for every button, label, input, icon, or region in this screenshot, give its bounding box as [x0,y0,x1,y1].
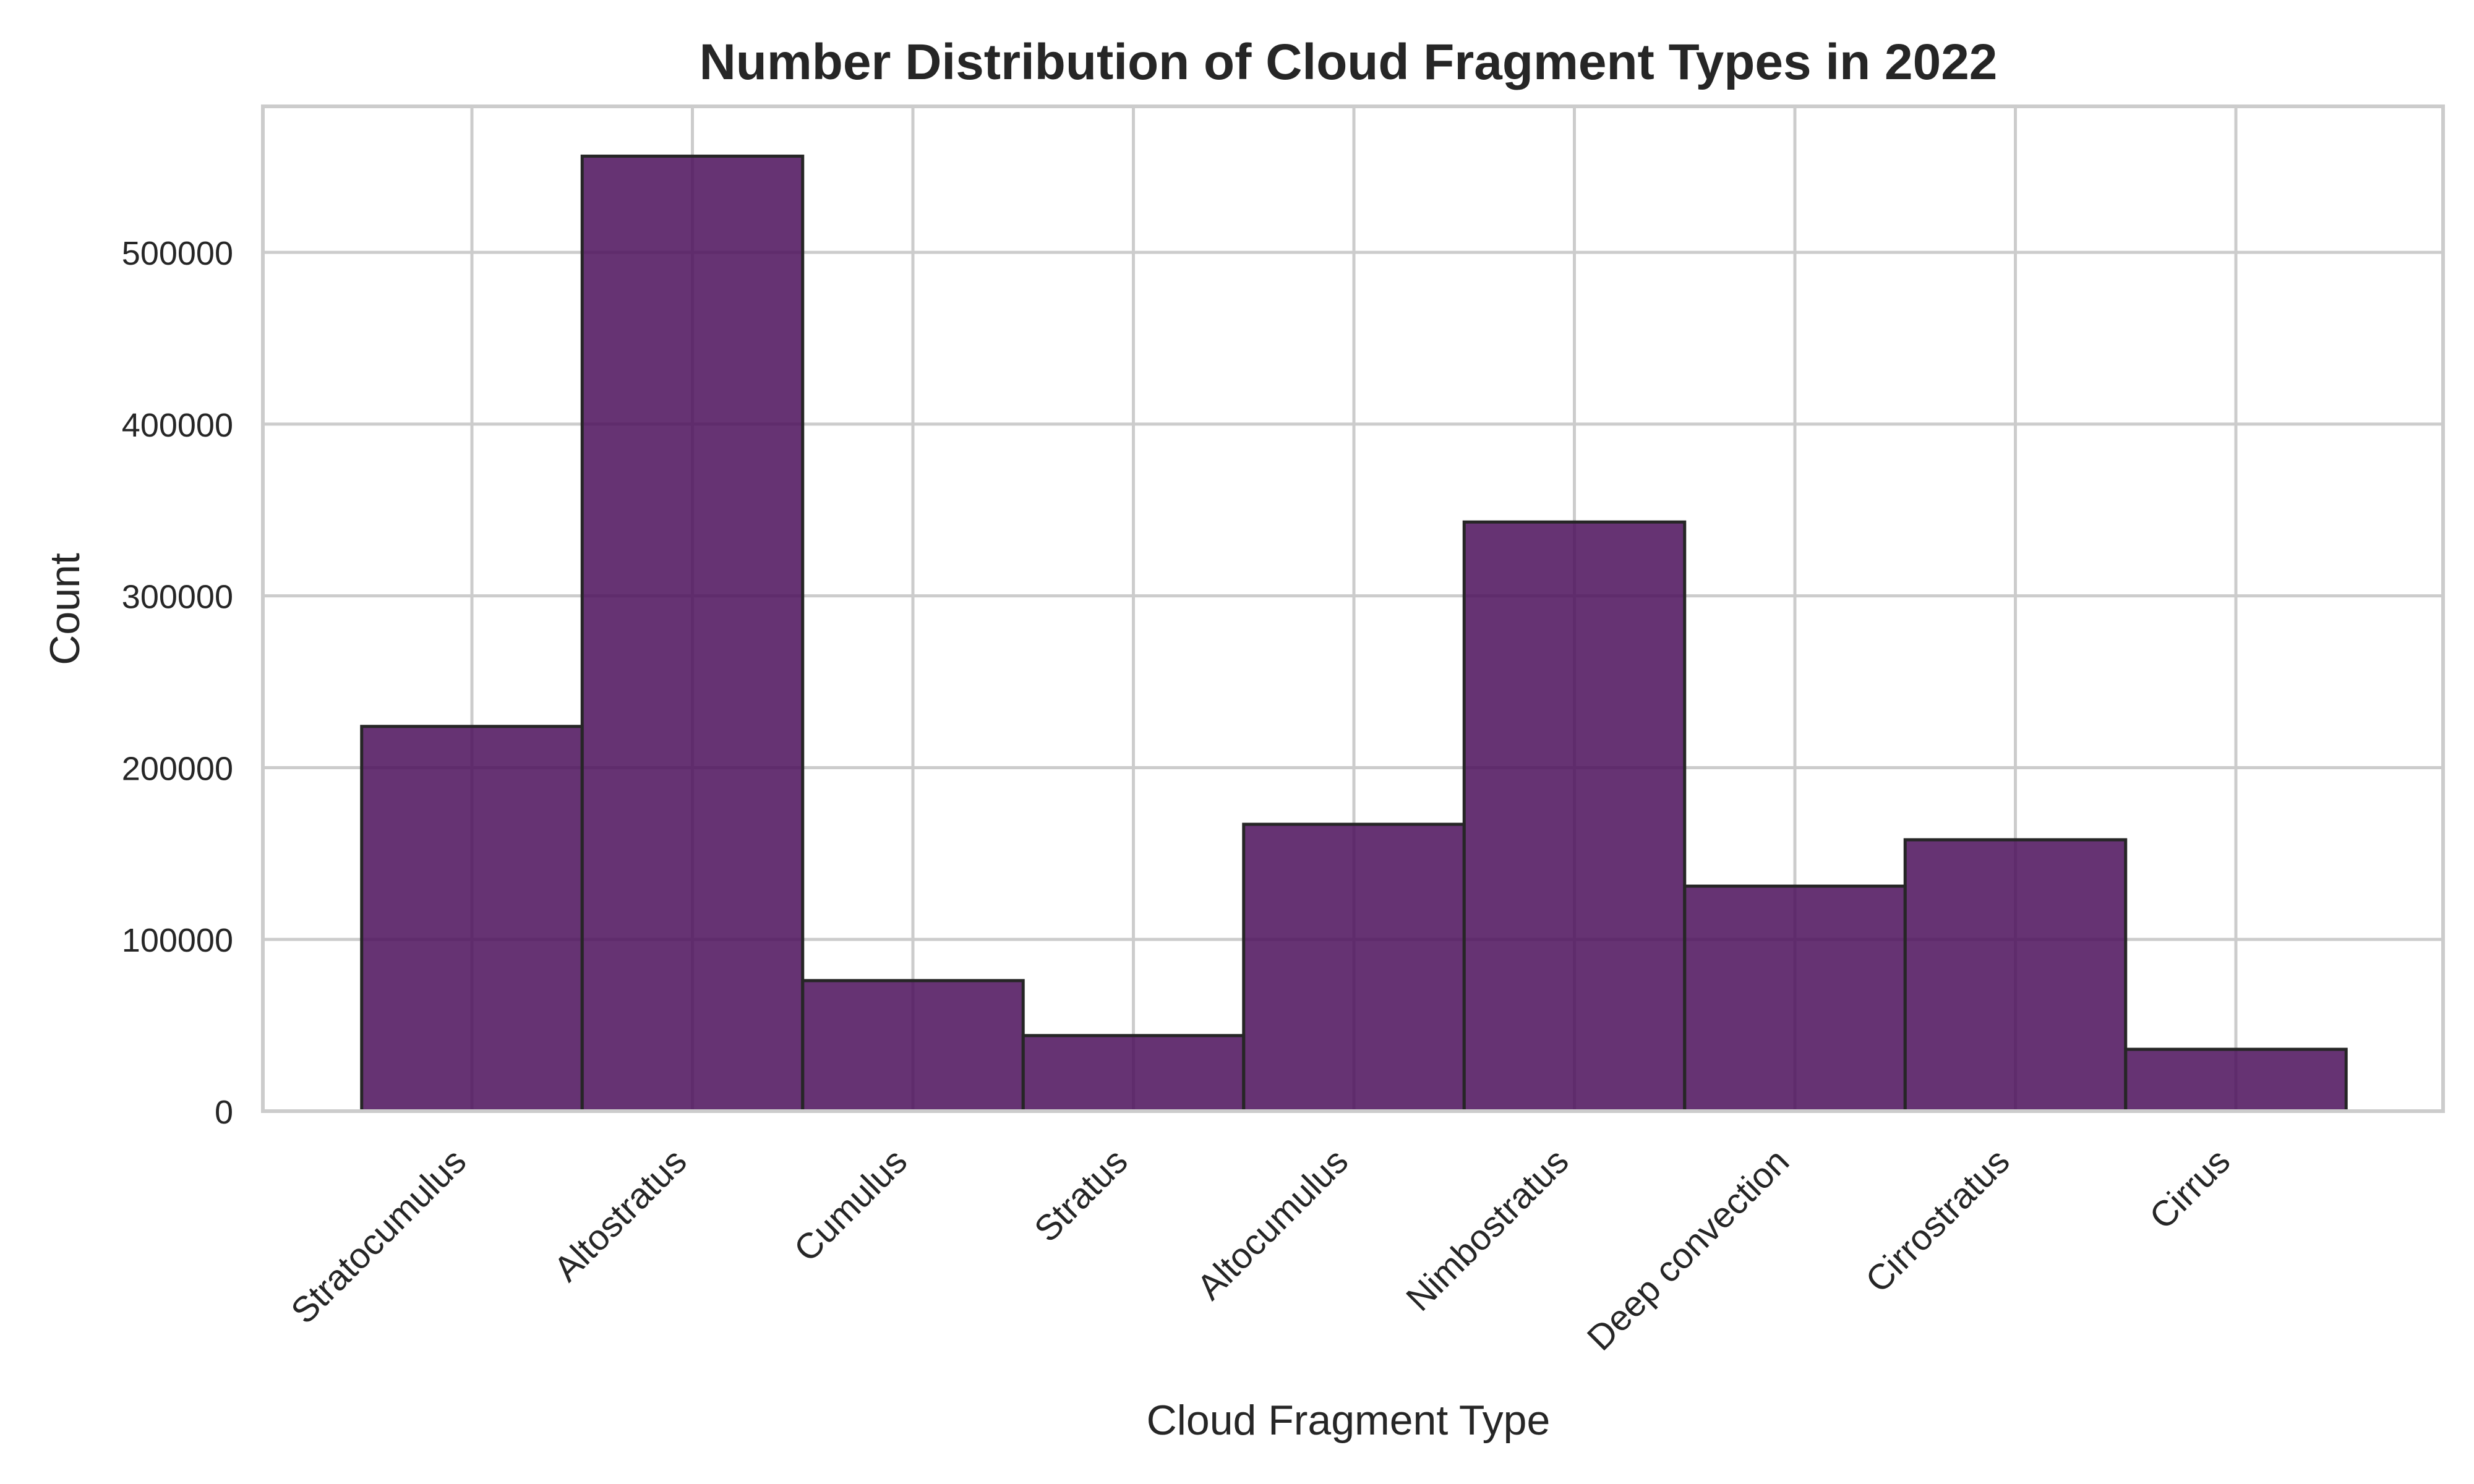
x-tick-label: Altostratus [546,1141,695,1289]
x-tick-label: Cirrostratus [1858,1141,2018,1300]
bar-altocumulus [1242,822,1466,1113]
y-tick-label: 100000 [122,922,233,959]
y-tick-labels: 0 100000 200000 300000 400000 500000 [122,235,233,1131]
x-tick-labels: Stratocumulus Altostratus Cumulus Stratus Al… [283,1141,2238,1358]
bar-cirrus [2124,1047,2348,1113]
axes-frame [261,104,2445,1113]
x-tick-label: Deep convection [1580,1141,1797,1358]
bar-deep-convection [1683,884,1907,1113]
y-axis-label: Count [41,553,88,665]
x-tick-label: Stratocumulus [283,1141,474,1331]
bar-stratocumulus [360,725,584,1113]
y-tick-label: 300000 [122,579,233,616]
y-tick-label: 0 [215,1094,233,1131]
x-tick-label: Stratus [1027,1141,1136,1250]
y-tick-label: 500000 [122,235,233,272]
plot-frame [261,104,2445,1113]
x-tick-label: Cirrus [2142,1141,2238,1237]
bar-cumulus [801,979,1025,1113]
x-tick-label: Altocumulus [1189,1141,1356,1307]
x-axis-label: Cloud Fragment Type [1147,1397,1551,1444]
chart-title: Number Distribution of Cloud Fragment Ty… [700,34,1998,90]
bar-cirrostratus [1903,838,2128,1113]
bar-stratus [1021,1034,1246,1113]
y-tick-label: 400000 [122,407,233,444]
x-tick-label: Cumulus [786,1141,915,1269]
x-tick-label: Nimbostratus [1398,1141,1577,1319]
bar-altostratus [580,155,805,1113]
y-tick-label: 200000 [122,750,233,787]
bar-nimbostratus [1462,520,1687,1113]
bars [360,155,2348,1113]
